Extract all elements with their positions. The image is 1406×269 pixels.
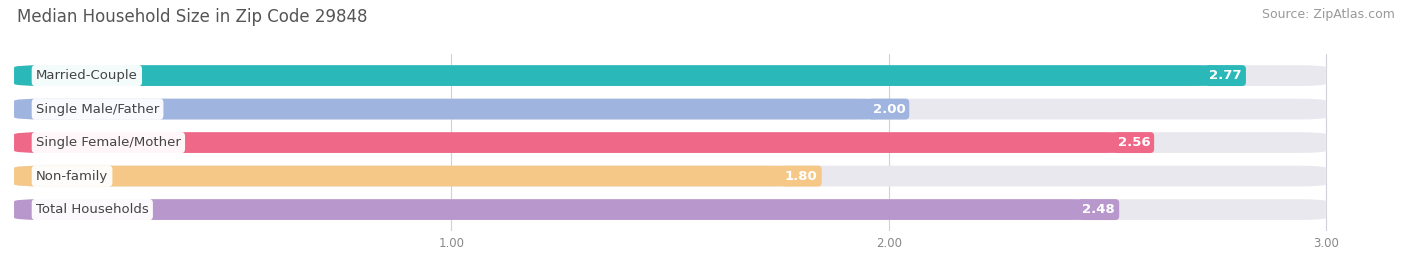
Text: Married-Couple: Married-Couple xyxy=(37,69,138,82)
Text: 1.80: 1.80 xyxy=(785,169,818,183)
FancyBboxPatch shape xyxy=(14,199,1326,220)
Text: Single Female/Mother: Single Female/Mother xyxy=(37,136,181,149)
Text: 2.00: 2.00 xyxy=(873,102,905,116)
FancyBboxPatch shape xyxy=(14,99,889,119)
Text: Single Male/Father: Single Male/Father xyxy=(37,102,159,116)
FancyBboxPatch shape xyxy=(14,199,1099,220)
FancyBboxPatch shape xyxy=(14,99,1326,119)
FancyBboxPatch shape xyxy=(14,132,1326,153)
FancyBboxPatch shape xyxy=(14,65,1326,86)
Text: 2.77: 2.77 xyxy=(1209,69,1241,82)
FancyBboxPatch shape xyxy=(14,65,1226,86)
Text: 2.56: 2.56 xyxy=(1118,136,1150,149)
Text: Non-family: Non-family xyxy=(37,169,108,183)
FancyBboxPatch shape xyxy=(14,166,801,186)
FancyBboxPatch shape xyxy=(14,132,1133,153)
Text: Total Households: Total Households xyxy=(37,203,149,216)
FancyBboxPatch shape xyxy=(14,166,1326,186)
Text: Source: ZipAtlas.com: Source: ZipAtlas.com xyxy=(1261,8,1395,21)
Text: 2.48: 2.48 xyxy=(1083,203,1115,216)
Text: Median Household Size in Zip Code 29848: Median Household Size in Zip Code 29848 xyxy=(17,8,367,26)
